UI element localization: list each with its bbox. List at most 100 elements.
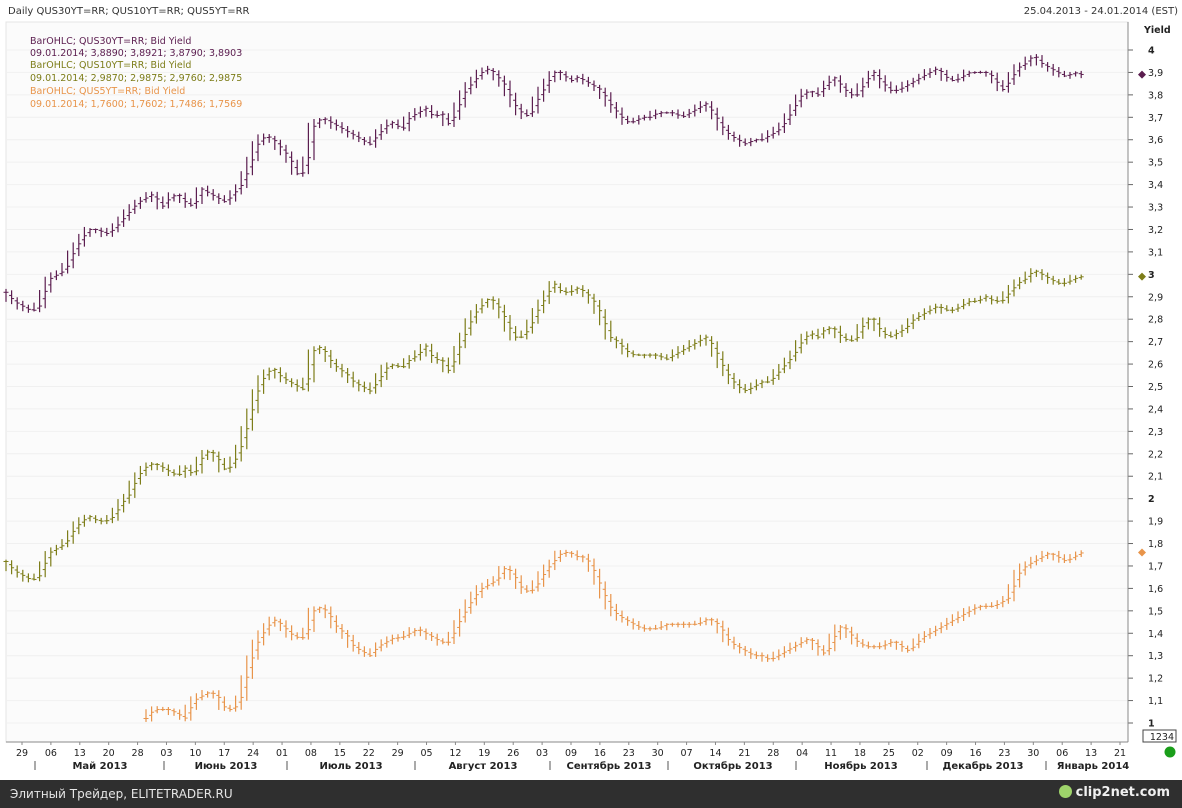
x-tick-label: 03	[160, 748, 172, 759]
y-tick-label: 2,4	[1148, 404, 1163, 415]
x-tick-label: 12	[449, 748, 461, 759]
watermark-text: clip2net.com	[1075, 785, 1170, 800]
legend-series-5y-title: BarOHLC; QUS5YT=RR; Bid Yield	[30, 86, 185, 97]
x-tick-label: 05	[420, 748, 432, 759]
footer: Элитный Трейдер, ELITETRADER.RU clip2net…	[0, 780, 1182, 808]
y-tick-label: 3,5	[1148, 158, 1163, 169]
series-QUS5YT=RR	[143, 549, 1084, 722]
y-tick-label: 3,9	[1148, 68, 1163, 79]
x-tick-label: 26	[507, 748, 519, 759]
footer-text: Элитный Трейдер, ELITETRADER.RU	[10, 787, 233, 801]
month-label: Ноябрь 2013	[824, 760, 897, 772]
legend-series-30y-title: BarOHLC; QUS30YT=RR; Bid Yield	[30, 36, 191, 47]
y-tick-label: 3	[1148, 270, 1155, 281]
y-tick-label: 3,1	[1148, 247, 1163, 258]
x-tick-label: 21	[1114, 748, 1126, 759]
date-range: 25.04.2013 - 24.01.2014 (EST)	[1024, 6, 1178, 17]
y-readout: 1234	[1150, 732, 1174, 743]
series-QUS10YT=RR	[3, 268, 1084, 583]
legend-series-30y-values: 09.01.2014; 3,8890; 3,8921; 3,8790; 3,89…	[30, 48, 242, 59]
y-axis-label: Yield	[1143, 25, 1171, 36]
x-tick-label: 23	[998, 748, 1010, 759]
y-tick-label: 1,4	[1148, 629, 1163, 640]
y-tick-label: 1	[1148, 719, 1155, 730]
x-tick-label: 21	[738, 748, 750, 759]
x-tick-label: 01	[276, 748, 288, 759]
month-label: Июль 2013	[319, 761, 382, 772]
x-tick-label: 06	[45, 748, 57, 759]
month-label: Май 2013	[72, 761, 127, 772]
x-tick-label: 06	[1056, 748, 1068, 759]
legend-series-5y-values: 09.01.2014; 1,7600; 1,7602; 1,7486; 1,75…	[30, 99, 242, 110]
y-tick-label: 2,7	[1148, 337, 1163, 348]
y-tick-label: 2,9	[1148, 292, 1163, 303]
month-label: Сентябрь 2013	[566, 760, 651, 772]
x-tick-label: 23	[623, 748, 635, 759]
x-tick-label: 24	[247, 748, 259, 759]
month-label: Август 2013	[449, 761, 518, 772]
x-tick-label: 11	[825, 748, 837, 759]
x-tick-label: 30	[1027, 748, 1039, 759]
x-tick-label: 13	[74, 748, 86, 759]
y-tick-label: 1,2	[1148, 674, 1163, 685]
y-tick-label: 1,5	[1148, 606, 1163, 617]
x-tick-label: 09	[941, 748, 953, 759]
watermark: clip2net.com	[1058, 785, 1170, 800]
y-tick-label: 3,7	[1148, 113, 1163, 124]
chart-title: Daily QUS30YT=RR; QUS10YT=RR; QUS5YT=RR	[8, 6, 250, 17]
y-tick-label: 3,8	[1148, 90, 1163, 101]
y-tick-label: 1,8	[1148, 539, 1163, 550]
month-label: Январь 2014	[1057, 761, 1130, 772]
y-tick-label: 2,6	[1148, 360, 1163, 371]
x-tick-label: 18	[854, 748, 866, 759]
x-tick-label: 15	[334, 748, 346, 759]
x-tick-label: 20	[103, 748, 115, 759]
series-QUS30YT=RR	[3, 54, 1084, 313]
x-tick-label: 28	[767, 748, 779, 759]
y-tick-label: 2,3	[1148, 427, 1163, 438]
x-tick-label: 28	[132, 748, 144, 759]
month-label: Декабрь 2013	[942, 760, 1023, 772]
y-tick-label: 1,6	[1148, 584, 1163, 595]
x-tick-label: 14	[709, 748, 721, 759]
month-label: Июнь 2013	[195, 761, 258, 772]
x-tick-label: 16	[969, 748, 981, 759]
x-tick-label: 03	[536, 748, 548, 759]
last-value-marker	[1138, 548, 1146, 557]
y-tick-label: 2,1	[1148, 472, 1163, 483]
legend-series-10y-title: BarOHLC; QUS10YT=RR; Bid Yield	[30, 60, 191, 71]
y-tick-label: 3,4	[1148, 180, 1163, 191]
x-tick-label: 22	[363, 748, 375, 759]
y-tick-label: 1,3	[1148, 651, 1163, 662]
y-readout-box	[1142, 729, 1177, 743]
y-tick-label: 2	[1148, 494, 1155, 505]
x-tick-label: 16	[594, 748, 606, 759]
y-tick-label: 3,3	[1148, 203, 1163, 214]
x-tick-label: 19	[478, 748, 490, 759]
x-tick-label: 07	[681, 748, 693, 759]
status-indicator-icon[interactable]	[1164, 746, 1176, 758]
y-tick-label: 2,5	[1148, 382, 1163, 393]
x-tick-label: 30	[652, 748, 664, 759]
plot-area	[5, 21, 1129, 743]
x-tick-label: 10	[189, 748, 201, 759]
x-tick-label: 02	[912, 748, 924, 759]
x-tick-label: 17	[218, 748, 230, 759]
x-tick-label: 29	[392, 748, 404, 759]
x-tick-label: 25	[883, 748, 895, 759]
x-tick-label: 04	[796, 748, 808, 759]
y-tick-label: 4	[1148, 46, 1155, 57]
y-tick-label: 2,8	[1148, 315, 1163, 326]
last-value-marker	[1138, 272, 1146, 281]
y-tick-label: 3,6	[1148, 135, 1163, 146]
x-tick-label: 08	[305, 748, 317, 759]
x-tick-label: 13	[1085, 748, 1097, 759]
y-tick-label: 3,2	[1148, 225, 1163, 236]
clip-icon	[1058, 785, 1072, 798]
x-tick-label: 09	[565, 748, 577, 759]
y-tick-label: 1,1	[1148, 696, 1163, 707]
y-tick-label: 1,9	[1148, 517, 1163, 528]
month-label: Октябрь 2013	[693, 760, 772, 772]
y-tick-label: 1,7	[1148, 561, 1163, 572]
y-tick-label: 2,2	[1148, 449, 1163, 460]
